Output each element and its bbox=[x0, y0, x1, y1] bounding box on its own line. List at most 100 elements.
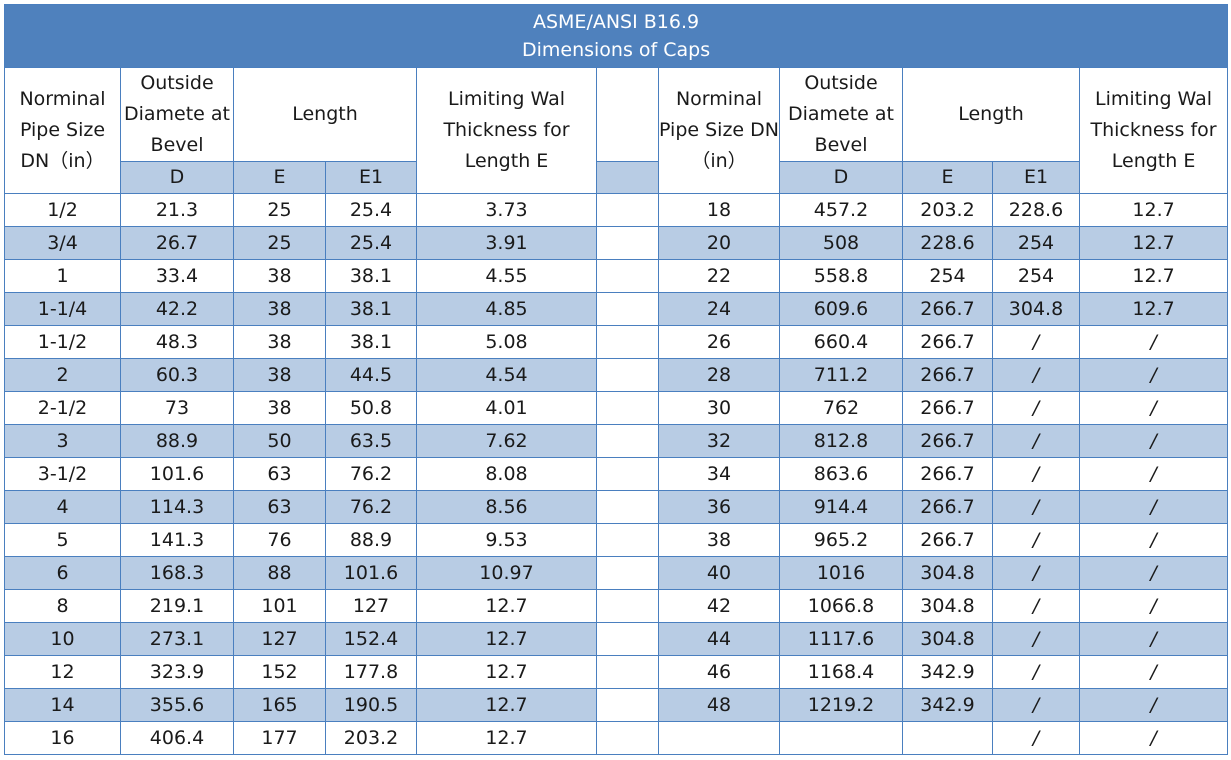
left-nps-cell: 16 bbox=[4, 721, 121, 755]
right-nps-cell: 42 bbox=[658, 589, 780, 623]
left-nps-cell: 1 bbox=[4, 259, 121, 293]
left-e-cell: 88 bbox=[233, 556, 326, 590]
caps-dimension-table-wrapper: ASME/ANSI B16.9 Dimensions of Caps Normi… bbox=[3, 4, 1229, 755]
right-nps-cell: 38 bbox=[658, 523, 780, 557]
left-e1-cell: 152.4 bbox=[325, 622, 417, 656]
left-nps-cell: 10 bbox=[4, 622, 121, 656]
gap-cell bbox=[596, 457, 659, 491]
left-od-cell: 114.3 bbox=[120, 490, 234, 524]
left-thickness-cell: 8.56 bbox=[416, 490, 597, 524]
right-e-cell: 266.7 bbox=[902, 358, 993, 392]
header-gap-cell bbox=[596, 67, 659, 162]
subheader-e-left: E bbox=[233, 161, 326, 194]
right-e-cell: 342.9 bbox=[902, 688, 993, 722]
left-e-cell: 38 bbox=[233, 325, 326, 359]
right-nps-cell: 26 bbox=[658, 325, 780, 359]
left-thickness-cell: 4.85 bbox=[416, 292, 597, 326]
right-e-cell: 304.8 bbox=[902, 589, 993, 623]
header-od-right: Outside Diamete at Bevel bbox=[779, 67, 903, 162]
right-e-cell: 304.8 bbox=[902, 556, 993, 590]
left-e-cell: 63 bbox=[233, 457, 326, 491]
left-thickness-cell: 7.62 bbox=[416, 424, 597, 458]
right-thickness-cell: 12.7 bbox=[1078, 193, 1229, 227]
right-nps-cell: 34 bbox=[658, 457, 780, 491]
right-e1-cell: 254 bbox=[992, 226, 1080, 260]
left-od-cell: 73 bbox=[120, 391, 234, 425]
right-od-cell: 1016 bbox=[779, 556, 903, 590]
right-thickness-cell: / bbox=[1078, 424, 1229, 458]
left-thickness-cell: 5.08 bbox=[416, 325, 597, 359]
table-row: 2-1/2 73 38 50.8 4.01 30 762 266.7// bbox=[4, 391, 1229, 425]
left-od-cell: 88.9 bbox=[120, 424, 234, 458]
right-nps-cell: 18 bbox=[658, 193, 780, 227]
header-nps-left: Norminal Pipe Size DN（in） bbox=[4, 67, 121, 194]
right-od-cell: 914.4 bbox=[779, 490, 903, 524]
table-row: 4 114.3 63 76.2 8.56 36 914.4 266.7// bbox=[4, 490, 1229, 524]
header-length-left: Length bbox=[233, 67, 417, 162]
left-e1-cell: 88.9 bbox=[325, 523, 417, 557]
right-od-cell: 1219.2 bbox=[779, 688, 903, 722]
right-thickness-cell: / bbox=[1078, 721, 1229, 755]
left-e1-cell: 25.4 bbox=[325, 226, 417, 260]
right-od-cell: 1168.4 bbox=[779, 655, 903, 689]
gap-cell bbox=[596, 424, 659, 458]
table-row: 5 141.3 76 88.9 9.53 38 965.2 266.7// bbox=[4, 523, 1229, 557]
left-e1-cell: 101.6 bbox=[325, 556, 417, 590]
right-e1-cell: / bbox=[992, 523, 1080, 557]
subheader-d-right: D bbox=[779, 161, 903, 194]
right-e-cell: 266.7 bbox=[902, 292, 993, 326]
table-row: 3 88.9 50 63.5 7.62 32 812.8 266.7// bbox=[4, 424, 1229, 458]
left-nps-cell: 5 bbox=[4, 523, 121, 557]
right-e1-cell: / bbox=[992, 391, 1080, 425]
left-nps-cell: 6 bbox=[4, 556, 121, 590]
right-od-cell: 609.6 bbox=[779, 292, 903, 326]
left-e-cell: 127 bbox=[233, 622, 326, 656]
right-e1-cell: 228.6 bbox=[992, 193, 1080, 227]
right-thickness-cell: 12.7 bbox=[1078, 292, 1229, 326]
left-e-cell: 38 bbox=[233, 292, 326, 326]
left-thickness-cell: 3.73 bbox=[416, 193, 597, 227]
left-od-cell: 406.4 bbox=[120, 721, 234, 755]
right-e-cell: 342.9 bbox=[902, 655, 993, 689]
header-limiting-left: Limiting Wal Thickness for Length E bbox=[416, 67, 597, 194]
left-od-cell: 323.9 bbox=[120, 655, 234, 689]
left-thickness-cell: 4.01 bbox=[416, 391, 597, 425]
right-nps-cell: 44 bbox=[658, 622, 780, 656]
table-row: 10 273.1 127 152.4 12.7 44 1117.6 304.8// bbox=[4, 622, 1229, 656]
left-thickness-cell: 4.54 bbox=[416, 358, 597, 392]
right-nps-cell: 30 bbox=[658, 391, 780, 425]
subheader-e1-right: E1 bbox=[992, 161, 1080, 194]
left-thickness-cell: 4.55 bbox=[416, 259, 597, 293]
right-thickness-cell: / bbox=[1078, 556, 1229, 590]
right-od-cell: 1066.8 bbox=[779, 589, 903, 623]
right-thickness-cell: / bbox=[1078, 655, 1229, 689]
left-nps-cell: 8 bbox=[4, 589, 121, 623]
left-e-cell: 25 bbox=[233, 226, 326, 260]
table-row: 3/4 26.7 25 25.4 3.91 20 508 228.6 254 12.7 bbox=[4, 226, 1229, 260]
left-thickness-cell: 12.7 bbox=[416, 721, 597, 755]
left-od-cell: 48.3 bbox=[120, 325, 234, 359]
left-e-cell: 101 bbox=[233, 589, 326, 623]
right-e-cell bbox=[902, 721, 993, 755]
left-e1-cell: 127 bbox=[325, 589, 417, 623]
header-length-right: Length bbox=[902, 67, 1080, 162]
right-od-cell: 965.2 bbox=[779, 523, 903, 557]
right-nps-cell: 24 bbox=[658, 292, 780, 326]
left-thickness-cell: 9.53 bbox=[416, 523, 597, 557]
table-row: 16 406.4 177 203.2 12.7 // bbox=[4, 721, 1229, 755]
right-nps-cell: 32 bbox=[658, 424, 780, 458]
header-od-left: Outside Diamete at Bevel bbox=[120, 67, 234, 162]
left-e-cell: 177 bbox=[233, 721, 326, 755]
table-row: 1/2 21.3 25 25.4 3.73 18 457.2 203.2 228.6 12.7 bbox=[4, 193, 1229, 227]
title-subject: Dimensions of Caps bbox=[521, 39, 711, 61]
gap-cell bbox=[596, 523, 659, 557]
right-e-cell: 266.7 bbox=[902, 325, 993, 359]
left-e-cell: 76 bbox=[233, 523, 326, 557]
subheader-e-right: E bbox=[902, 161, 993, 194]
left-e1-cell: 190.5 bbox=[325, 688, 417, 722]
left-e-cell: 38 bbox=[233, 358, 326, 392]
right-e-cell: 266.7 bbox=[902, 391, 993, 425]
right-e1-cell: 254 bbox=[992, 259, 1080, 293]
gap-cell bbox=[596, 556, 659, 590]
left-nps-cell: 12 bbox=[4, 655, 121, 689]
